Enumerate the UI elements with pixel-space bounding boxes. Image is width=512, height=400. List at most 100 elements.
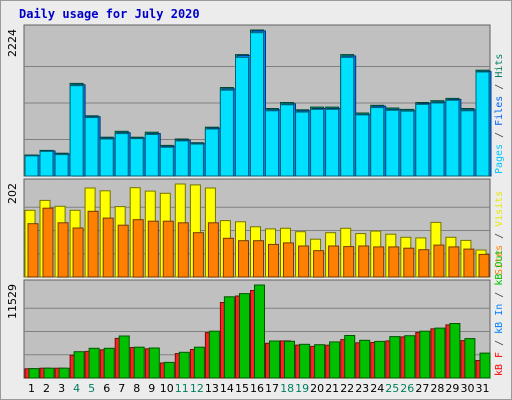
bar-kb-out-day-12 <box>193 346 205 379</box>
bar-pages-day-25 <box>385 109 400 177</box>
bar-sites-day-31 <box>478 253 490 278</box>
bar-sites-day-6 <box>102 217 114 278</box>
bar-kb-out-day-16 <box>254 284 265 379</box>
x-tick-label-day-23: 23 <box>355 382 369 395</box>
bar-kb-out-day-2 <box>43 367 55 379</box>
bar-kb-out-day-29 <box>449 323 461 379</box>
bar-sites-day-19 <box>298 245 310 278</box>
x-tick-label-day-29: 29 <box>445 382 459 395</box>
series-label-part: / <box>494 286 505 304</box>
series-label-part: Visits <box>494 191 505 227</box>
bar-sites-day-23 <box>358 245 370 278</box>
bar-sites-day-22 <box>343 246 355 278</box>
x-tick-label-day-4: 4 <box>73 382 80 395</box>
x-tick-label-day-14: 14 <box>220 382 234 395</box>
series-label-part: / <box>494 227 505 245</box>
bar-sites-day-12 <box>192 232 204 278</box>
bar-kb-out-day-10 <box>163 361 175 379</box>
bar-kb-out-day-22 <box>344 335 356 379</box>
bar-pages-day-13 <box>204 128 219 177</box>
bar-sites-day-15 <box>238 240 249 278</box>
bar-kb-out-day-28 <box>434 327 446 379</box>
x-tick-label-day-3: 3 <box>58 382 65 395</box>
bar-pages-day-17 <box>265 110 279 177</box>
x-tick-label-day-13: 13 <box>205 382 219 395</box>
x-tick-label-day-8: 8 <box>133 382 140 395</box>
bar-kb-out-day-17 <box>269 340 280 379</box>
bar-pages-day-22 <box>340 56 355 177</box>
bar-sites-day-7 <box>117 224 129 278</box>
x-tick-label-day-25: 25 <box>385 382 399 395</box>
x-tick-label-day-1: 1 <box>28 382 35 395</box>
bar-pages-day-29 <box>445 99 460 177</box>
bar-kb-out-day-21 <box>329 341 341 379</box>
panel-pages-files-hits-series-label: Pages / Files / Hits <box>494 54 505 174</box>
bar-kb-out-day-18 <box>284 340 295 379</box>
panel-kb-ymax-label: 11529 <box>6 284 19 319</box>
bar-pages-day-9 <box>144 134 159 177</box>
bar-kb-out-day-26 <box>404 335 416 379</box>
bar-pages-day-5 <box>84 117 99 177</box>
x-tick-label-day-26: 26 <box>400 382 414 395</box>
bar-pages-day-12 <box>189 143 204 177</box>
bar-sites-day-5 <box>87 210 99 278</box>
bar-sites-day-1 <box>27 223 39 278</box>
bar-sites-day-26 <box>403 247 415 278</box>
bar-pages-day-30 <box>460 110 475 177</box>
bar-pages-day-14 <box>219 89 234 177</box>
bar-pages-day-27 <box>415 103 430 177</box>
bar-sites-day-10 <box>162 220 174 278</box>
x-tick-label-day-27: 27 <box>415 382 429 395</box>
x-tick-label-day-12: 12 <box>190 382 204 395</box>
panel-pages-files-hits-ymax-label: 2224 <box>6 29 19 57</box>
bar-pages-day-4 <box>69 85 84 177</box>
bar-sites-day-9 <box>147 220 159 278</box>
x-tick-label-day-9: 9 <box>148 382 155 395</box>
series-label-part: kB Out <box>494 250 505 286</box>
bar-kb-out-day-13 <box>208 330 220 379</box>
x-tick-label-day-20: 20 <box>310 382 324 395</box>
bar-sites-day-17 <box>268 243 279 278</box>
bar-kb-out-day-27 <box>419 330 431 379</box>
bar-kb-out-day-23 <box>359 339 371 379</box>
bar-pages-day-23 <box>355 114 370 177</box>
bar-sites-day-28 <box>433 244 445 278</box>
bar-pages-day-2 <box>39 150 54 177</box>
x-tick-label-day-18: 18 <box>280 382 294 395</box>
x-tick-label-day-15: 15 <box>235 382 249 395</box>
bar-pages-day-16 <box>250 32 264 177</box>
bar-pages-day-20 <box>310 108 325 177</box>
bar-pages-day-8 <box>129 138 144 177</box>
bar-sites-day-29 <box>448 246 460 278</box>
bar-kb-out-day-20 <box>314 344 326 379</box>
x-tick-label-day-24: 24 <box>370 382 384 395</box>
x-tick-label-day-30: 30 <box>461 382 475 395</box>
series-label-part: Sites <box>494 245 505 275</box>
bar-pages-day-11 <box>174 140 189 177</box>
x-tick-label-day-6: 6 <box>103 382 110 395</box>
series-label-part: / <box>494 78 505 96</box>
bar-sites-day-4 <box>72 227 84 278</box>
bar-pages-day-1 <box>24 155 39 177</box>
panel-kb-series-label: kB F / kB In / kB Out <box>494 250 505 376</box>
x-tick-label-day-21: 21 <box>325 382 339 395</box>
bar-pages-day-24 <box>370 107 385 177</box>
series-label-part: kB F <box>494 352 505 376</box>
x-tick-label-day-10: 10 <box>160 382 174 395</box>
chart-title: Daily usage for July 2020 <box>19 7 200 21</box>
bar-kb-out-day-4 <box>73 351 85 379</box>
bar-kb-out-day-9 <box>148 347 160 379</box>
bar-sites-day-27 <box>418 249 430 278</box>
bar-kb-out-day-25 <box>389 336 401 379</box>
panel-visits-sites-series-label: Sites / Visits <box>494 191 505 275</box>
bar-pages-day-28 <box>430 102 445 177</box>
bar-kb-out-day-5 <box>88 347 100 379</box>
bar-sites-day-13 <box>207 222 219 278</box>
bar-sites-day-30 <box>463 248 475 278</box>
bar-sites-day-8 <box>132 219 144 278</box>
series-label-part: Pages <box>494 144 505 174</box>
series-label-part: / <box>494 334 505 352</box>
bar-sites-day-3 <box>57 222 69 278</box>
x-tick-label-day-31: 31 <box>476 382 490 395</box>
series-label-part: Hits <box>494 54 505 78</box>
